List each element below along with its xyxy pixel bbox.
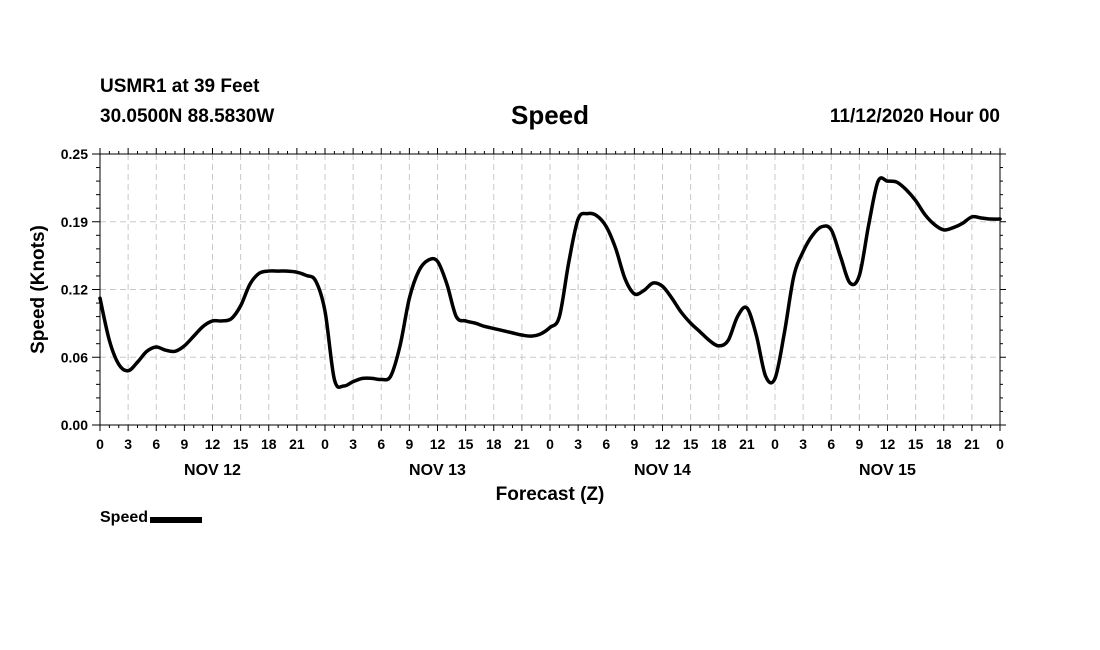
x-tick-label: 18: [711, 436, 727, 452]
x-tick-label: 0: [546, 436, 554, 452]
x-tick-label: 9: [405, 436, 413, 452]
x-tick-label: 0: [771, 436, 779, 452]
day-label: NOV 13: [409, 462, 466, 479]
x-tick-label: 15: [458, 436, 474, 452]
x-tick-label: 6: [827, 436, 835, 452]
x-tick-label: 3: [124, 436, 132, 452]
coordinates-label: 30.0500N 88.5830W: [100, 106, 275, 127]
x-tick-label: 18: [261, 436, 277, 452]
x-tick-label: 6: [602, 436, 610, 452]
x-tick-label: 6: [152, 436, 160, 452]
x-tick-label: 0: [321, 436, 329, 452]
x-tick-label: 21: [739, 436, 755, 452]
y-tick-label: 0.06: [61, 349, 88, 365]
y-tick-label: 0.25: [61, 146, 88, 162]
x-tick-label: 9: [630, 436, 638, 452]
x-tick-label: 12: [880, 436, 896, 452]
x-tick-label: 6: [377, 436, 385, 452]
legend-label: Speed: [100, 509, 149, 526]
x-tick-label: 21: [964, 436, 980, 452]
x-tick-label: 3: [799, 436, 807, 452]
x-tick-label: 12: [655, 436, 671, 452]
run-time-label: 11/12/2020 Hour 00: [829, 106, 1000, 127]
x-tick-label: 9: [855, 436, 863, 452]
station-label: USMR1 at 39 Feet: [100, 76, 260, 97]
legend: Speed: [100, 509, 203, 527]
legend-swatch: [150, 517, 203, 523]
x-tick-label: 0: [996, 436, 1004, 452]
chart-title: Speed: [510, 100, 590, 130]
y-tick-label: 0.00: [61, 417, 88, 433]
day-label: NOV 12: [184, 462, 241, 479]
x-tick-label: 18: [936, 436, 952, 452]
x-tick-label: 15: [233, 436, 249, 452]
x-tick-label: 15: [908, 436, 924, 452]
x-tick-label: 9: [180, 436, 188, 452]
x-tick-label: 0: [96, 436, 104, 452]
x-tick-label: 12: [205, 436, 221, 452]
y-axis-title: Speed (Knots): [28, 225, 49, 354]
x-tick-label: 18: [486, 436, 502, 452]
x-tick-label: 3: [349, 436, 357, 452]
x-tick-label: 21: [289, 436, 305, 452]
x-tick-label: 15: [683, 436, 699, 452]
x-axis-title: Forecast (Z): [496, 484, 605, 505]
y-tick-label: 0.12: [61, 282, 88, 298]
day-label: NOV 15: [859, 462, 916, 479]
x-tick-label: 21: [514, 436, 530, 452]
y-tick-label: 0.19: [61, 214, 88, 230]
plot-frame: [99, 153, 1001, 426]
x-tick-label: 12: [430, 436, 446, 452]
x-tick-label: 3: [574, 436, 582, 452]
speed-series-line: [98, 176, 1002, 389]
day-label: NOV 14: [634, 462, 691, 479]
